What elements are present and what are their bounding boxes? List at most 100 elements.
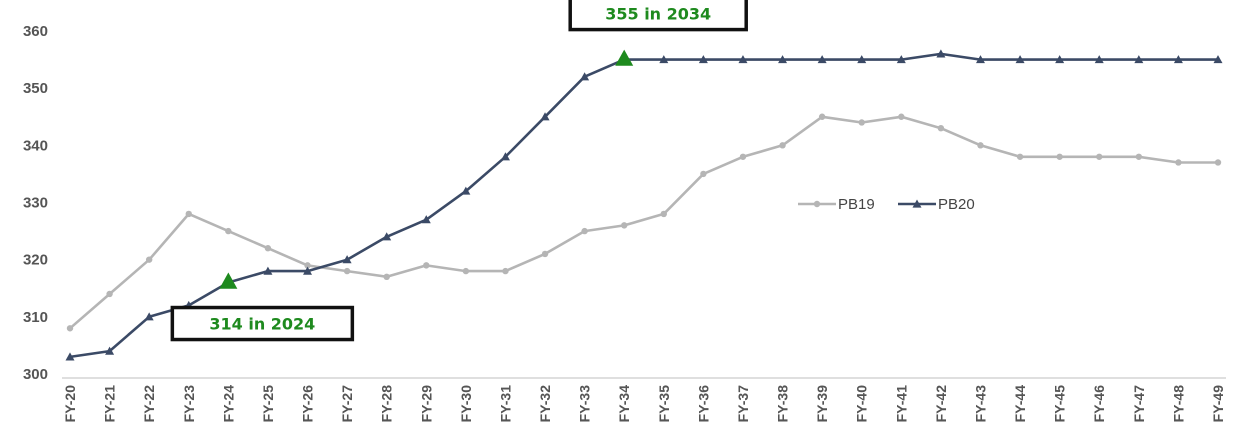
data-point: [382, 232, 392, 241]
callout-box: [170, 305, 355, 342]
data-point: [1094, 55, 1104, 64]
data-point: [738, 55, 748, 64]
data-point: [1056, 153, 1063, 160]
data-point: [1134, 55, 1144, 64]
data-point: [541, 250, 549, 258]
data-point: [343, 267, 351, 275]
data-point: [383, 273, 390, 281]
data-point: [857, 55, 867, 64]
legend-marker: [912, 199, 922, 208]
legend-marker: [813, 200, 821, 208]
data-point: [977, 142, 984, 149]
x-tick-label: FY-20: [62, 385, 78, 423]
x-tick-label: FY-33: [577, 385, 593, 423]
data-point: [502, 267, 509, 275]
callout: 355 in 2034: [568, 0, 748, 66]
data-point: [975, 55, 985, 64]
data-point: [898, 113, 905, 120]
data-point: [540, 112, 550, 121]
y-tick-label: 300: [23, 366, 48, 383]
data-point: [421, 215, 431, 224]
y-axis: 300 310 320 330 340 350 360: [23, 23, 48, 383]
data-point: [462, 267, 470, 275]
legend-item-pb20: PB20: [898, 196, 975, 213]
legend-item-pb19: PB19: [798, 196, 875, 213]
data-point: [659, 55, 669, 64]
data-point: [1173, 55, 1183, 64]
callout-text: 314 in 2024: [209, 315, 315, 334]
highlight-marker: [615, 49, 634, 66]
series-pb20: [65, 49, 1223, 361]
x-tick-label: FY-42: [933, 385, 949, 423]
data-point: [621, 222, 628, 229]
x-tick-label: FY-48: [1170, 385, 1186, 423]
data-point: [1016, 153, 1024, 160]
x-tick-label: FY-23: [181, 385, 197, 423]
data-point: [500, 152, 510, 161]
data-point: [896, 55, 906, 64]
x-tick-label: FY-28: [379, 385, 395, 423]
callout-box: [568, 0, 748, 32]
x-tick-label: FY-32: [537, 385, 553, 423]
data-point: [858, 119, 865, 126]
data-point: [65, 352, 75, 361]
x-tick-label: FY-22: [141, 385, 157, 423]
data-point: [818, 113, 826, 120]
x-tick-label: FY-25: [260, 385, 276, 423]
data-point: [185, 210, 192, 218]
x-tick-label: FY-47: [1131, 385, 1147, 423]
series-layer: [65, 49, 1223, 361]
data-point: [423, 262, 430, 269]
data-point: [581, 227, 588, 235]
x-tick-label: FY-26: [300, 385, 316, 423]
data-point: [144, 312, 154, 321]
y-tick-label: 350: [23, 80, 48, 97]
data-point: [1214, 159, 1222, 166]
x-tick-label: FY-37: [735, 385, 751, 423]
data-point: [1135, 153, 1143, 160]
x-tick-label: FY-39: [814, 385, 830, 423]
data-point: [936, 49, 946, 58]
x-tick-label: FY-41: [893, 385, 909, 423]
series-line: [69, 52, 1218, 359]
x-axis: FY-20 FY-21 FY-22 FY-23 FY-24 FY-25 FY-26 FY-27…: [62, 377, 1226, 423]
y-tick-label: 330: [23, 195, 48, 212]
callout: 314 in 2024: [170, 272, 355, 342]
highlight-marker: [219, 272, 238, 289]
legend: PB19 PB20: [798, 196, 975, 213]
x-tick-label: FY-24: [220, 385, 236, 423]
x-tick-label: FY-43: [972, 385, 988, 423]
data-point: [304, 262, 311, 269]
x-tick-label: FY-21: [102, 385, 118, 423]
x-tick-label: FY-38: [775, 385, 791, 423]
x-tick-label: FY-34: [616, 385, 632, 423]
data-point: [264, 245, 272, 252]
x-tick-label: FY-35: [656, 385, 672, 423]
annotation-layer: 314 in 2024 355 in 2034: [170, 0, 748, 342]
x-tick-label: FY-40: [854, 385, 870, 423]
x-tick-label: FY-49: [1210, 385, 1226, 423]
data-point: [342, 255, 352, 264]
x-tick-label: FY-27: [339, 385, 355, 423]
data-point: [660, 210, 667, 218]
data-point: [580, 72, 590, 81]
x-tick-label: FY-30: [458, 385, 474, 423]
x-tick-label: FY-44: [1012, 385, 1028, 423]
series-line: [69, 115, 1218, 330]
y-tick-label: 310: [23, 309, 48, 326]
data-point: [700, 170, 707, 178]
data-point: [66, 325, 74, 332]
data-point: [1175, 159, 1182, 166]
data-point: [106, 290, 113, 298]
data-point: [698, 55, 708, 64]
x-tick-label: FY-46: [1091, 385, 1107, 423]
y-tick-label: 340: [23, 137, 48, 154]
data-point: [817, 55, 827, 64]
data-point: [778, 55, 788, 64]
data-point: [1213, 55, 1223, 64]
data-point: [937, 124, 945, 132]
data-point: [1055, 55, 1065, 64]
x-tick-label: FY-29: [418, 385, 434, 423]
data-point: [145, 256, 153, 263]
x-tick-label: FY-31: [497, 385, 513, 423]
